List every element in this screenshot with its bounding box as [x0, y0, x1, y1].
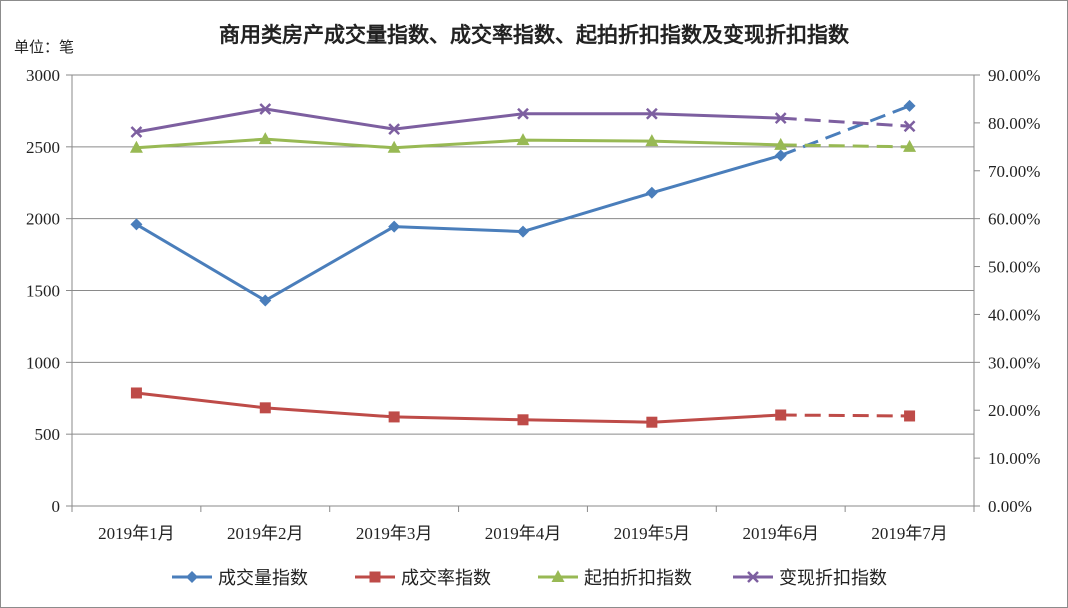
right-tick-label: 40.00% — [988, 305, 1040, 324]
diamond-marker — [186, 571, 198, 583]
right-tick-label: 20.00% — [988, 401, 1040, 420]
x-tick-label: 2019年7月 — [871, 524, 948, 543]
x-tick-label: 2019年6月 — [742, 524, 819, 543]
triangle-marker — [387, 140, 401, 153]
right-tick-label: 90.00% — [988, 66, 1040, 85]
left-tick-label: 1500 — [26, 282, 60, 301]
series-projection-line — [780, 143, 910, 149]
left-tick-label: 0 — [52, 497, 61, 516]
series-line — [135, 154, 782, 303]
x-tick-label: 2019年4月 — [485, 524, 562, 543]
right-tick-label: 60.00% — [988, 210, 1040, 229]
right-tick-label: 30.00% — [988, 353, 1040, 372]
series-line — [136, 107, 781, 134]
x-marker — [388, 123, 401, 135]
square-marker — [775, 409, 787, 421]
x-marker — [517, 107, 529, 120]
diamond-marker — [517, 225, 529, 238]
legend-label: 成交量指数 — [218, 568, 308, 589]
triangle-marker — [774, 137, 788, 150]
legend-label: 成交率指数 — [401, 568, 491, 589]
x-marker — [903, 120, 916, 133]
triangle-marker — [551, 570, 565, 582]
series-projection-line — [780, 116, 910, 128]
legend-item: 成交量指数 — [172, 568, 308, 589]
triangle-marker — [129, 140, 143, 153]
right-tick-label: 80.00% — [988, 114, 1040, 133]
triangle-marker — [645, 134, 659, 147]
x-tick-label: 2019年5月 — [614, 524, 691, 543]
diamond-marker — [130, 218, 143, 231]
square-marker — [259, 402, 271, 414]
square-marker — [130, 387, 142, 399]
legend-label: 变现折扣指数 — [779, 568, 887, 589]
x-tick-label: 2019年1月 — [98, 524, 175, 543]
x-marker — [774, 112, 787, 124]
left-tick-label: 500 — [35, 425, 61, 444]
triangle-marker — [258, 132, 272, 145]
series-1 — [130, 387, 916, 428]
series-3 — [130, 103, 916, 138]
x-tick-label: 2019年2月 — [227, 524, 304, 543]
square-marker — [904, 410, 916, 422]
legend-item: 变现折扣指数 — [733, 568, 887, 589]
left-tick-label: 2500 — [26, 138, 60, 157]
legend-item: 起拍折扣指数 — [538, 568, 692, 589]
y-axis-unit-label: 单位：笔 — [14, 38, 74, 56]
right-tick-label: 10.00% — [988, 449, 1040, 468]
legend-item: 成交率指数 — [355, 568, 491, 589]
right-tick-label: 70.00% — [988, 162, 1040, 181]
diamond-marker — [645, 186, 658, 199]
left-tick-label: 2000 — [26, 210, 60, 229]
diamond-marker — [774, 149, 787, 162]
series-line — [136, 137, 781, 150]
legend-label: 起拍折扣指数 — [584, 568, 692, 589]
diamond-marker — [259, 294, 272, 307]
square-marker — [388, 411, 400, 423]
triangle-marker — [903, 139, 917, 152]
series-projection-line — [780, 413, 910, 418]
series-0 — [130, 99, 916, 307]
left-tick-label: 1000 — [26, 353, 60, 372]
square-marker — [646, 416, 658, 428]
left-tick-label: 3000 — [26, 66, 60, 85]
x-tick-label: 2019年3月 — [356, 524, 433, 543]
chart-title: 商用类房产成交量指数、成交率指数、起拍折扣指数及变现折扣指数 — [219, 23, 850, 47]
triangle-marker — [516, 133, 530, 146]
right-tick-label: 0.00% — [988, 497, 1032, 516]
right-tick-label: 50.00% — [988, 258, 1040, 277]
square-marker — [369, 571, 381, 583]
x-marker — [747, 571, 759, 583]
x-marker — [645, 107, 658, 120]
series-line — [136, 391, 781, 424]
x-marker — [259, 103, 272, 115]
diamond-marker — [903, 99, 916, 112]
square-marker — [517, 414, 529, 426]
series-2 — [129, 132, 917, 153]
x-marker — [130, 126, 143, 138]
diamond-marker — [388, 220, 401, 233]
